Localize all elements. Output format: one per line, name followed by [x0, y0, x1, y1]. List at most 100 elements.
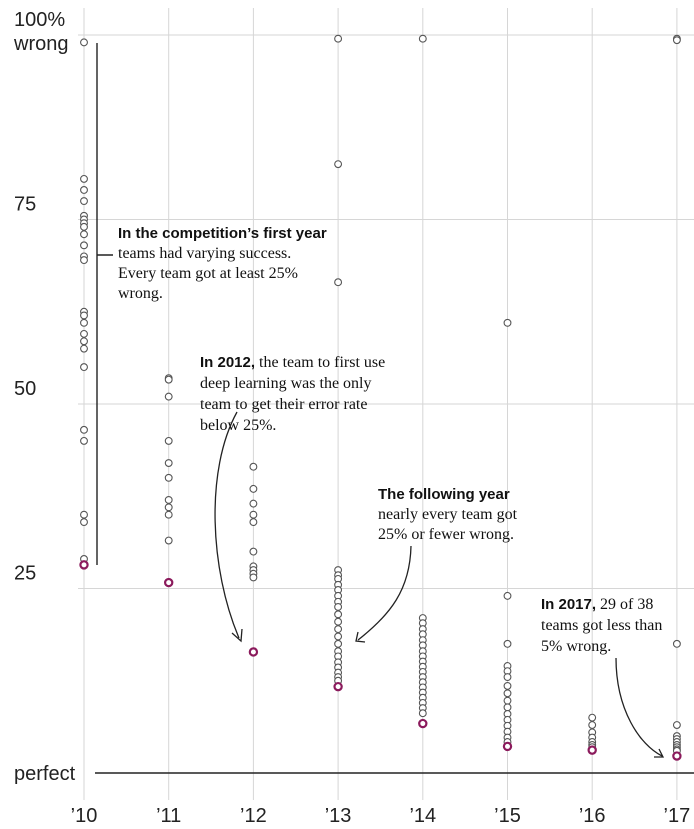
data-point	[249, 499, 258, 508]
best-team-point	[587, 745, 597, 755]
x-tick-label: ’16	[579, 805, 606, 827]
best-team-point	[163, 577, 174, 588]
data-point	[334, 625, 343, 634]
data-point	[80, 363, 88, 372]
x-tick-label: ’11	[156, 805, 181, 827]
annotation-following-year: The following year nearly every team got…	[355, 486, 518, 643]
annotation-2012-first-line: In 2012, the team to first use	[200, 354, 385, 371]
annotation-following-year-arrow	[357, 545, 412, 641]
data-point	[164, 536, 173, 545]
annotation-first-year-bold: In the competition’s first year	[118, 225, 327, 242]
data-point	[164, 495, 173, 504]
data-point	[80, 222, 88, 231]
data-point	[249, 484, 258, 493]
data-point	[80, 38, 88, 47]
data-point	[672, 639, 681, 648]
y-tick-labels: 100% wrong 75 50 25 perfect	[13, 9, 76, 785]
data-point	[80, 230, 88, 239]
data-point	[503, 681, 512, 690]
data-point	[334, 34, 343, 43]
annotation-2017-arrowhead	[654, 748, 665, 758]
data-point	[334, 602, 343, 611]
data-point	[588, 721, 597, 729]
best-team-point	[418, 718, 428, 729]
data-point	[80, 337, 88, 346]
annotation-2012-bold: In 2012,	[200, 354, 255, 371]
y-tick-label: 25	[14, 563, 36, 585]
data-point	[80, 518, 88, 527]
x-tick-label: ’12	[240, 805, 267, 827]
annotation-2017-arrow	[615, 657, 663, 757]
annotation-2017-line: teams got less than	[541, 617, 662, 634]
data-points	[79, 34, 682, 761]
data-point	[334, 639, 343, 648]
annotation-following-year-arrowhead	[355, 631, 366, 643]
annotation-2012: In 2012, the team to first use deep lear…	[200, 354, 385, 643]
best-team-point	[672, 751, 682, 761]
x-tick-label: ’10	[71, 805, 98, 827]
annotation-2017-bold: In 2017,	[541, 596, 596, 613]
annotation-2017: In 2017, 29 of 38 teams got less than 5%…	[541, 596, 665, 758]
x-tick-label: ’14	[409, 805, 436, 827]
gridlines	[78, 8, 694, 800]
annotation-first-year-line: Every team got at least 25%	[118, 265, 298, 282]
y-tick-label: perfect	[14, 763, 76, 785]
annotation-2017-first-line: In 2017, 29 of 38	[541, 596, 653, 613]
data-point	[164, 510, 173, 519]
x-tick-label: ’15	[494, 805, 521, 827]
data-point	[334, 632, 343, 641]
annotation-2012-line: team to get their error rate	[200, 396, 367, 413]
data-point	[588, 713, 597, 722]
data-point	[503, 591, 512, 600]
data-point	[334, 610, 343, 619]
data-point	[164, 459, 173, 467]
data-point	[334, 278, 343, 287]
data-point	[164, 503, 173, 512]
data-point	[334, 160, 343, 169]
data-point	[80, 241, 88, 250]
data-point	[80, 344, 88, 353]
x-tick-label: ’13	[325, 805, 352, 827]
data-point	[80, 186, 88, 194]
data-point	[249, 547, 258, 556]
y-tick-label: 100% wrong	[13, 9, 68, 55]
data-point	[249, 462, 258, 471]
data-point	[503, 689, 512, 698]
data-point	[164, 473, 173, 482]
annotation-first-year: In the competition’s first year teams ha…	[118, 225, 327, 302]
x-tick-label: ’17	[664, 805, 691, 827]
annotation-following-year-line: 25% or fewer wrong.	[378, 526, 514, 543]
data-point	[503, 673, 512, 682]
annotation-2012-line: deep learning was the only	[200, 375, 372, 392]
annotation-first-year-line: wrong.	[118, 285, 163, 302]
data-point	[418, 34, 427, 43]
data-point	[80, 197, 88, 206]
data-point	[80, 510, 88, 519]
best-team-point	[79, 560, 89, 570]
x-tick-labels: ’10 ’11 ’12 ’13 ’14 ’15 ’16 ’17	[71, 805, 691, 827]
data-point	[80, 174, 88, 183]
data-point	[164, 392, 173, 401]
annotation-2012-line: below 25%.	[200, 417, 276, 434]
data-point	[503, 703, 512, 712]
annotation-first-year-line: teams had varying success.	[118, 245, 291, 262]
annotation-following-year-line: nearly every team got	[378, 506, 518, 523]
data-point	[672, 36, 681, 45]
data-point	[80, 329, 88, 338]
data-point	[503, 696, 512, 705]
annotation-following-year-bold: The following year	[378, 486, 510, 503]
annotation-2012-arrow	[214, 411, 240, 639]
data-point	[80, 425, 88, 434]
best-team-point	[333, 681, 343, 692]
data-point	[80, 256, 88, 265]
annotation-2017-rest: 29 of 38	[596, 596, 653, 613]
data-point	[249, 518, 258, 527]
data-point	[249, 573, 258, 582]
annotation-2012-rest: the team to first use	[255, 354, 385, 371]
annotation-2017-line: 5% wrong.	[541, 638, 611, 655]
best-team-point	[502, 741, 513, 752]
y-tick-label: 75	[14, 194, 36, 216]
data-point	[80, 318, 88, 327]
y-tick-label: 50	[14, 378, 36, 400]
